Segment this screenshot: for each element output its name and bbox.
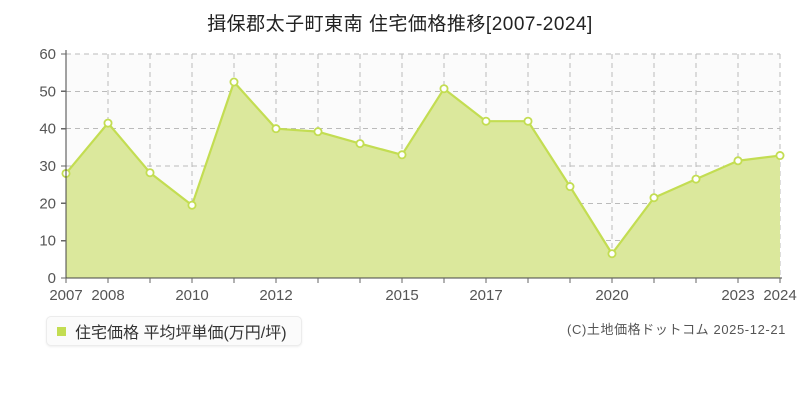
data-point-2012[interactable] <box>271 124 281 134</box>
series-line <box>65 80 781 255</box>
chart-title: 揖保郡太子町東南 住宅価格推移[2007-2024] <box>207 14 593 35</box>
area-fill <box>66 82 780 278</box>
data-point-2014[interactable] <box>355 139 365 149</box>
data-point-2015[interactable] <box>397 150 407 160</box>
copyright-notice: (C)土地価格ドットコム 2025-12-21 <box>567 322 786 337</box>
data-point-2011[interactable] <box>229 77 239 87</box>
data-point-2020[interactable] <box>607 249 617 259</box>
x-tick-label-2008: 2008 <box>91 287 124 304</box>
y-tick-label-50: 50 <box>39 83 56 100</box>
x-tick-label-2017: 2017 <box>469 287 502 304</box>
x-axis-tick-labels: 2007 2008 2010 2012 2015 2017 2020 2023 2024 <box>49 287 796 304</box>
data-point-2022[interactable] <box>691 174 701 184</box>
data-point-2021[interactable] <box>649 193 659 203</box>
y-tick-label-30: 30 <box>39 158 56 175</box>
y-tick-label-0: 0 <box>48 270 56 287</box>
data-point-2013[interactable] <box>313 127 323 137</box>
data-point-2018[interactable] <box>523 116 533 126</box>
x-tick-label-2010: 2010 <box>175 287 208 304</box>
data-point-2008[interactable] <box>103 118 113 128</box>
data-point-2019[interactable] <box>565 182 575 192</box>
data-point-2024[interactable] <box>775 151 785 161</box>
data-point-2009[interactable] <box>145 168 155 178</box>
chart-legend[interactable]: 住宅価格 平均坪単価(万円/坪) <box>46 316 302 346</box>
legend-color-swatch-icon <box>57 326 66 336</box>
data-point-2016[interactable] <box>439 84 449 94</box>
x-tick-label-2015: 2015 <box>385 287 418 304</box>
x-tick-label-2007: 2007 <box>49 287 82 304</box>
data-point-2017[interactable] <box>481 116 491 126</box>
axes <box>61 50 782 283</box>
y-tick-label-10: 10 <box>39 233 56 250</box>
y-tick-label-60: 60 <box>39 46 56 63</box>
y-axis-tick-labels: 0 10 20 30 40 50 60 <box>39 46 56 287</box>
legend-label: 住宅価格 平均坪単価(万円/坪) <box>75 325 287 342</box>
y-tick-label-20: 20 <box>39 195 56 212</box>
x-tick-label-2020: 2020 <box>595 287 628 304</box>
y-tick-label-40: 40 <box>39 121 56 138</box>
data-point-2010[interactable] <box>187 200 197 210</box>
x-tick-label-2012: 2012 <box>259 287 292 304</box>
x-tick-label-2024: 2024 <box>763 287 796 304</box>
data-point-2023[interactable] <box>733 156 743 166</box>
x-tick-label-2023: 2023 <box>721 287 754 304</box>
